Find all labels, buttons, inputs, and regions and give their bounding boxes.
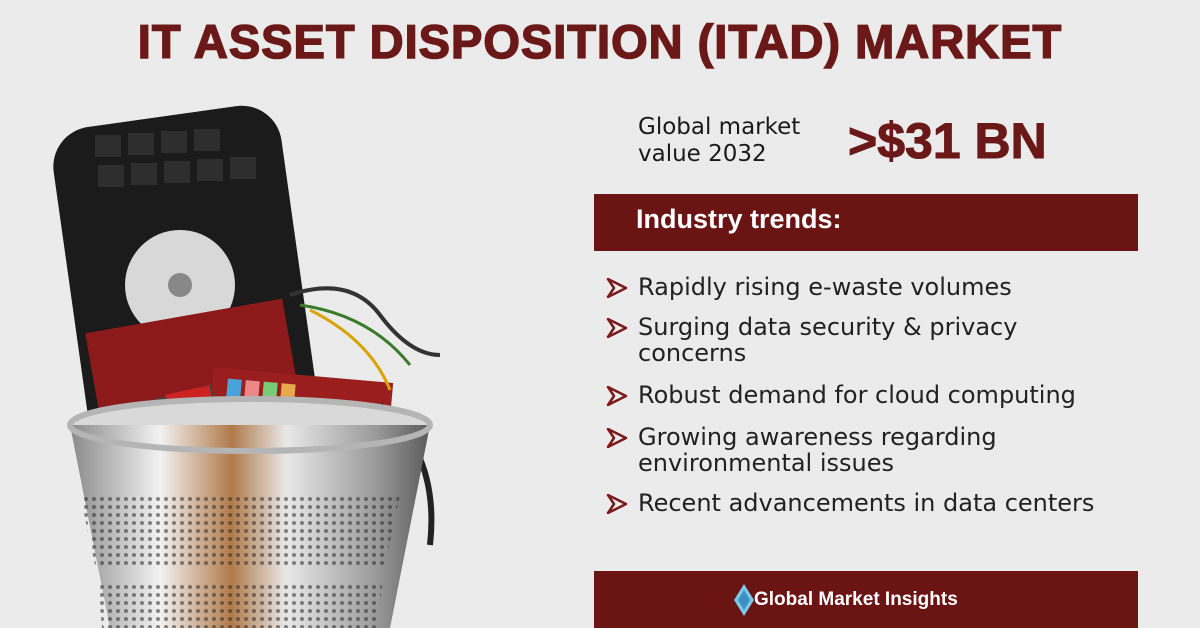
trend-line: Recent advancements in data centers (638, 489, 1095, 517)
trend-text: Recent advancements in data centers (638, 490, 1094, 516)
trend-text: Rapidly rising e-waste volumes (638, 274, 1012, 300)
trend-line: Surging data security & privacy (638, 313, 1018, 341)
market-label: Global market value 2032 (638, 114, 800, 168)
bullet-arrow (606, 278, 628, 298)
bullet-arrow (606, 386, 628, 406)
label-line: Global market (638, 114, 801, 140)
trend-line: Growing awareness regarding (638, 423, 997, 451)
bullet-arrow (606, 428, 628, 448)
title: IT ASSET DISPOSITION (ITAD) MARKET (137, 14, 1063, 69)
trend-text: Growing awareness regarding environmental… (638, 424, 997, 476)
logo-icon (734, 584, 754, 616)
label-line: value 2032 (638, 141, 767, 167)
bullet-arrow (606, 494, 628, 514)
brand: Global Market Insights (754, 589, 958, 610)
trend-line: concerns (638, 339, 747, 367)
trend-line: Robust demand for cloud computing (638, 381, 1076, 409)
trend-line: environmental issues (638, 449, 895, 477)
trends-banner: Industry trends: (594, 194, 1138, 251)
market-value: >$31 BN (848, 113, 1048, 170)
trend-line: Rapidly rising e-waste volumes (638, 273, 1012, 301)
trends-heading: Industry trends: (636, 204, 842, 234)
trend-text: Robust demand for cloud computing (638, 382, 1076, 408)
footer: Global Market Insights (594, 571, 1138, 628)
illustration (53, 105, 441, 628)
bullet-arrow (606, 318, 628, 338)
trend-text: Surging data security & privacy concerns (638, 314, 1017, 366)
